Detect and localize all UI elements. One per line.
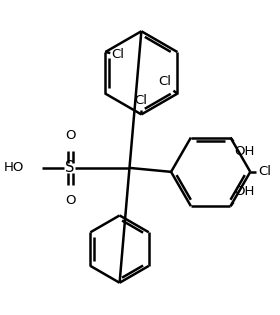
Text: OH: OH (234, 146, 255, 158)
Text: Cl: Cl (111, 48, 124, 60)
Text: HO: HO (4, 161, 25, 175)
Text: Cl: Cl (258, 165, 271, 178)
Text: Cl: Cl (134, 94, 147, 106)
Text: Cl: Cl (158, 75, 171, 88)
Text: O: O (65, 194, 75, 207)
Text: OH: OH (234, 185, 255, 198)
Text: O: O (65, 129, 75, 142)
Text: S: S (66, 160, 75, 175)
